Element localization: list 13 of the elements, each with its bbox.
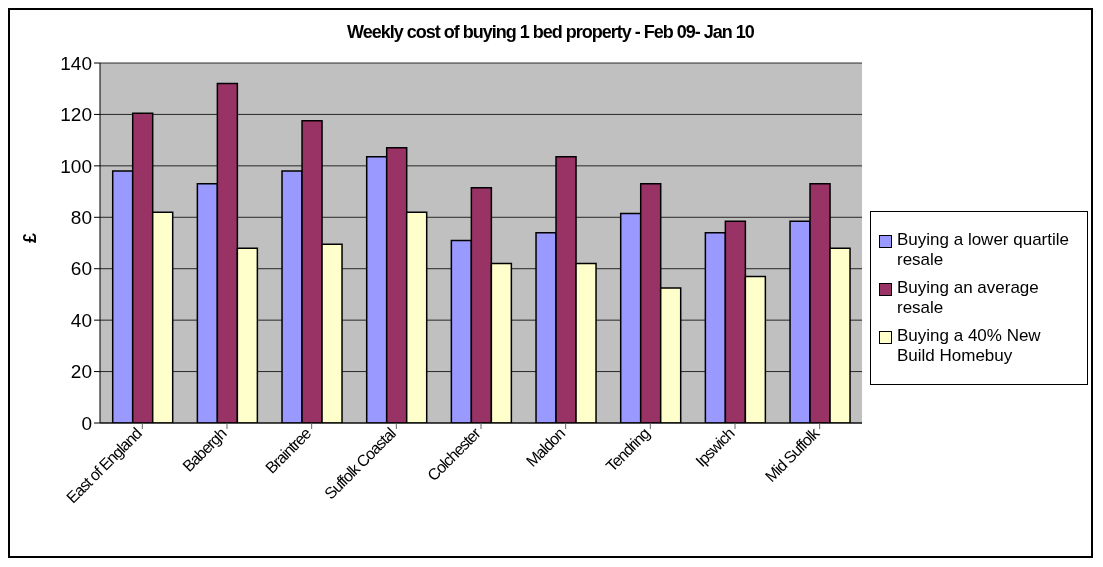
y-tick-label: 100 [60,155,92,177]
legend-label: Buying an average resale [897,278,1040,318]
legend-label: Buying a 40% New Build Homebuy [897,326,1042,366]
y-tick-label: 60 [70,258,92,280]
y-tick-label: 20 [70,361,92,383]
y-tick-label: 140 [60,52,92,74]
y-axis-title: £ [20,232,41,243]
legend-label: Buying a lower quartile resale [897,230,1070,270]
y-tick-label: 80 [70,207,92,229]
y-tick-label: 120 [60,104,92,126]
y-tick-label: 0 [81,412,92,434]
chart-title: Weekly cost of buying 1 bed property - Feb 09- Jan 10 [346,22,755,43]
y-tick-label: 40 [70,309,92,331]
